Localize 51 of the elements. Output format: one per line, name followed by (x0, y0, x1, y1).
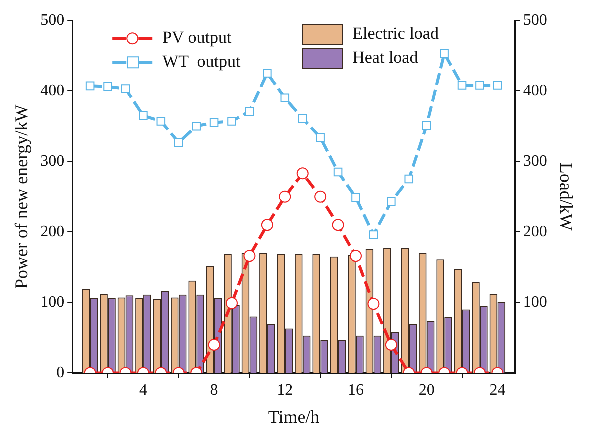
point (296, 168, 309, 180)
point (245, 107, 254, 116)
x-axis-title: Time/h (268, 406, 320, 427)
y-tick-label: 300 (40, 152, 65, 170)
y2-tick-label: 100 (523, 294, 548, 311)
point (458, 81, 467, 90)
x-tick-label: 24 (490, 382, 506, 400)
legend-label: Electric load (352, 24, 440, 44)
point (139, 111, 148, 120)
x-tick-label: 16 (348, 382, 364, 400)
point (192, 122, 201, 131)
point (422, 121, 432, 130)
point (316, 133, 325, 142)
y2-axis-title: Load/kW (556, 162, 576, 231)
legend-label: Heat load (352, 48, 419, 68)
y2-tick-label: 500 (523, 12, 548, 29)
point (104, 82, 112, 92)
point (476, 81, 484, 90)
y-tick-label: 400 (40, 82, 65, 100)
legend-label: WT output (162, 52, 241, 72)
point (298, 114, 308, 124)
x-tick-label: 20 (418, 382, 435, 400)
point (387, 197, 396, 206)
point (404, 174, 414, 184)
point (228, 117, 236, 126)
y2-tick-label: 200 (523, 223, 548, 240)
point (280, 94, 290, 103)
y-axis-title: Power of new energy/kW (12, 104, 32, 289)
x-tick-label: 8 (210, 382, 218, 400)
point (174, 138, 184, 147)
y-tick-label: 100 (40, 294, 65, 311)
x-tick-label: 4 (139, 382, 148, 400)
point (156, 117, 166, 126)
y-tick-label: 200 (40, 223, 65, 240)
point (314, 190, 327, 203)
point (352, 193, 360, 202)
point (332, 219, 344, 232)
y2-tick-label: 400 (523, 82, 548, 100)
point (263, 69, 272, 78)
y2-tick-label: 300 (523, 152, 548, 170)
legend-label: PV output (162, 28, 232, 48)
point (493, 81, 502, 90)
point (369, 230, 378, 240)
y-tick-label: 500 (40, 12, 65, 29)
point (440, 49, 449, 58)
x-tick-label: 12 (277, 382, 294, 400)
point (86, 82, 95, 91)
point (121, 84, 130, 94)
y-tick-label: 0 (56, 364, 65, 382)
point (334, 168, 343, 177)
point (210, 118, 219, 128)
